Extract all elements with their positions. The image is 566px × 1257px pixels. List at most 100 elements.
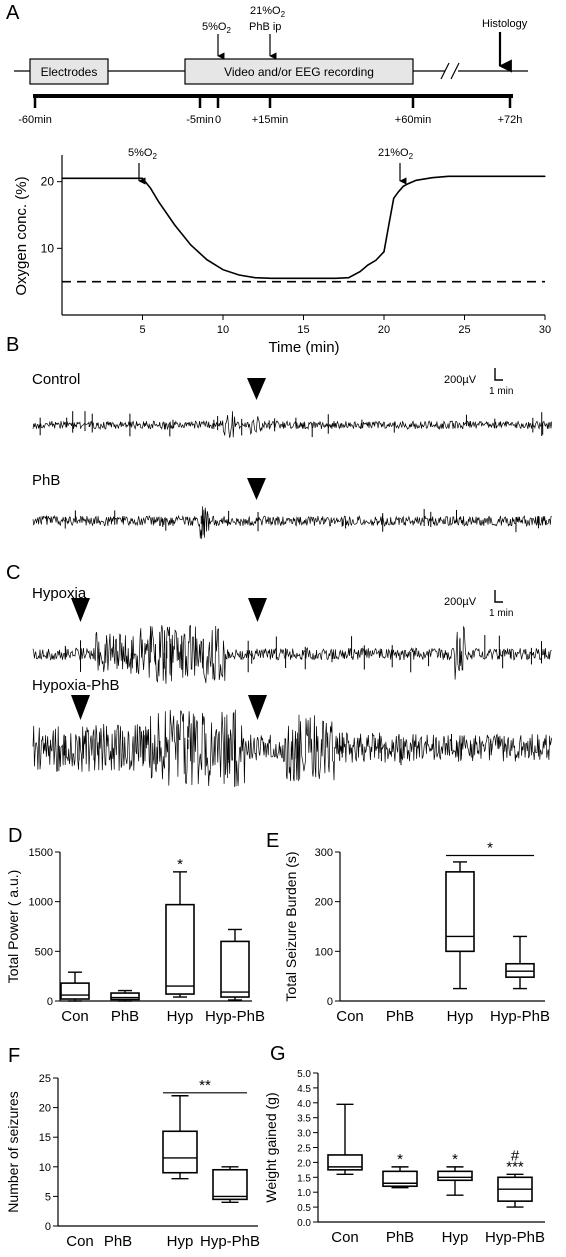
oxygen-point <box>149 187 152 189</box>
y-tick-label: 5 <box>45 1191 51 1203</box>
oxygen-y-tick-label: 20 <box>41 175 55 189</box>
eeg-trace-hypoxia <box>32 624 552 684</box>
panel-label-f: F <box>8 1045 21 1067</box>
y-tick-label: 300 <box>315 847 333 859</box>
oxygen-point <box>383 251 385 253</box>
phb-label: PhB ip <box>249 21 281 33</box>
panel-label-g: G <box>270 1043 286 1065</box>
significance-marker: *** <box>506 1158 524 1175</box>
box <box>220 940 250 998</box>
oxygen-series-line <box>62 175 545 280</box>
box <box>445 871 475 953</box>
num-seizures-plot: 0 5 10 15 20 25 Number of seizures Con PhB Hyp Hyp… <box>5 1073 260 1250</box>
eeg-panel: Control PhB Hypoxia Hypoxia-PhB 200µV 1 … <box>32 368 553 787</box>
x-tick-label: Con <box>61 1008 89 1025</box>
oxygen-point <box>367 264 369 266</box>
oxygen-point <box>286 277 288 279</box>
y-tick-label: 200 <box>315 897 333 909</box>
y-tick-label: 0 <box>47 996 53 1008</box>
oxygen-point <box>402 185 404 187</box>
eeg-label-hypoxia-phb: Hypoxia-PhB <box>32 677 120 694</box>
eeg-marker-arrow <box>248 598 267 622</box>
oxygen-point <box>238 274 240 276</box>
scale-bar-2 <box>494 590 503 603</box>
oxygen-point <box>302 277 305 279</box>
oxygen-point <box>222 269 224 271</box>
x-tick-label: Hyp-PhB <box>200 1233 260 1250</box>
significance-marker: * <box>397 1151 403 1168</box>
panel-label-d: D <box>8 825 23 847</box>
oxygen-point <box>190 244 192 246</box>
oxygen-xlabel: Time (min) <box>268 339 339 356</box>
oxygen-x-tick-label: 25 <box>458 324 470 336</box>
oxygen-point <box>512 175 514 177</box>
y-tick-label: 20 <box>39 1103 51 1115</box>
oxygen-point <box>93 177 95 179</box>
oxygen-point <box>141 177 144 179</box>
o2-low-label: 5%O2 <box>202 21 231 35</box>
oxygen-x-tick-label: 5 <box>139 324 145 336</box>
electrodes-label: Electrodes <box>41 65 98 79</box>
x-tick-label: Hyp-PhB <box>205 1008 265 1025</box>
eeg-traces <box>32 411 553 787</box>
oxygen-point <box>397 191 400 193</box>
time-ticks: -60min -5min 0 +15min +60min +72h <box>18 94 522 126</box>
significance-marker: * <box>177 856 183 873</box>
oxygen-point <box>496 175 498 177</box>
oxygen-point <box>407 183 409 185</box>
y-tick-label: 0 <box>327 996 333 1008</box>
oxygen-x-tick-label: 20 <box>378 324 390 336</box>
oxygen-point <box>375 259 377 261</box>
y-axis-label: Total Power ( a.u.) <box>5 870 21 984</box>
total-power-plot: 0 500 1000 1500 Total Power ( a.u.) Con PhB Hyp… <box>5 847 265 1025</box>
oxygen-point <box>270 277 272 279</box>
y-tick-label: 1500 <box>29 847 53 859</box>
time-bar <box>33 94 513 98</box>
seizure-burden-plot: 0 100 200 300 Total Seizure Burden (s) Con PhB… <box>283 839 550 1025</box>
oxygen-y-tick-label: 10 <box>41 241 55 255</box>
oxygen-point <box>254 277 256 279</box>
oxygen-point <box>125 177 127 179</box>
timeline-break <box>440 62 450 80</box>
box <box>382 1170 418 1188</box>
box <box>60 982 90 1000</box>
electrodes-box <box>29 58 109 85</box>
y-tick-label: 3.0 <box>297 1129 311 1140</box>
oxygen-point <box>319 277 321 279</box>
oxygen-point <box>415 179 417 181</box>
scale-bar <box>494 368 503 381</box>
eeg-marker-arrow <box>71 598 90 622</box>
oxygen-point <box>359 271 361 273</box>
oxygen-point <box>463 175 466 177</box>
oxygen-x-tick-label: 15 <box>297 324 309 336</box>
oxygen-point <box>393 197 395 199</box>
x-tick-label: PhB <box>386 1229 414 1246</box>
eeg-marker-arrow <box>71 695 90 720</box>
oxygen-ylabel: Oxygen conc. (%) <box>13 176 30 295</box>
scale-voltage-label-2: 200µV <box>444 596 477 608</box>
y-tick-label: 0.5 <box>297 1203 311 1214</box>
y-tick-label: 0 <box>45 1221 51 1233</box>
x-tick-label: PhB <box>104 1233 132 1250</box>
oxygen-point <box>335 277 337 279</box>
eeg-trace-phb <box>32 506 552 539</box>
y-axis-label: Total Seizure Burden (s) <box>283 851 299 1001</box>
y-tick-label: 2.5 <box>297 1144 311 1155</box>
eeg-marker-arrow <box>247 478 266 500</box>
eeg-label-control: Control <box>32 371 80 388</box>
time-tick-label: +15min <box>252 114 288 126</box>
x-tick-label: Hyp <box>442 1229 469 1246</box>
oxygen-point <box>528 175 530 177</box>
scale-voltage-label: 200µV <box>444 374 477 386</box>
significance-marker: * <box>452 1151 458 1168</box>
y-tick-label: 1.0 <box>297 1188 311 1199</box>
y-tick-label: 0.0 <box>297 1218 311 1229</box>
box <box>110 992 140 1001</box>
box <box>212 1168 248 1201</box>
timeline-break <box>450 62 460 80</box>
significance-marker: # <box>511 1147 520 1164</box>
time-tick-label: +72h <box>498 114 523 126</box>
y-tick-label: 15 <box>39 1132 51 1144</box>
box <box>162 1130 198 1174</box>
